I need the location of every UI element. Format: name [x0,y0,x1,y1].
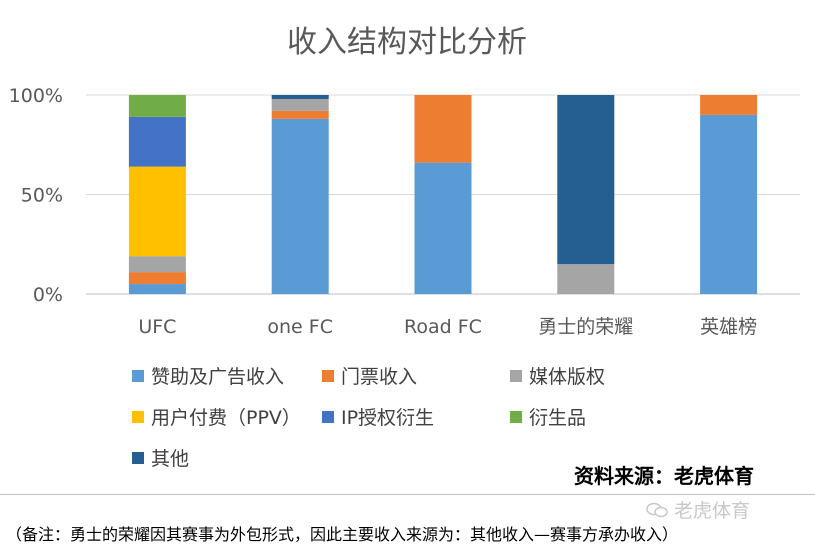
x-tick-label: one FC [267,316,333,338]
stacked-bar-chart: 收入结构对比分析 0% 50% 100% UFC one FC Road FC 勇士的荣耀… [9,25,800,338]
x-tick-label: 勇士的荣耀 [538,316,633,338]
bar-segment [128,284,186,294]
legend-item: 门票收入 [322,362,417,389]
bar-segment [557,95,615,265]
bar-segment [128,95,186,117]
bar-segment [128,166,186,257]
legend-swatch [322,410,334,423]
divider [0,494,815,495]
bar-segment [700,95,758,115]
legend-swatch [132,451,144,464]
bars [128,95,758,295]
bar-segment [700,114,758,295]
y-tick-label: 0% [33,284,63,306]
bar-segment [414,162,472,294]
legend-swatch [510,410,522,423]
bar-segment [414,95,472,163]
chart-title: 收入结构对比分析 [287,25,527,60]
y-tick-label: 100% [9,85,63,107]
legend-label: 衍生品 [529,407,587,429]
legend-swatch [132,410,144,423]
legend-label: IP授权衍生 [341,407,435,429]
bar-segment [271,98,329,111]
legend-item: 赞助及广告收入 [132,362,284,389]
legend-label: 赞助及广告收入 [151,366,285,388]
x-axis-labels: UFC one FC Road FC 勇士的荣耀 英雄榜 [138,316,757,338]
legend-swatch [132,369,144,382]
x-tick-label: 英雄榜 [700,316,757,338]
legend-item: 衍生品 [510,403,586,430]
legend-label: 媒体版权 [529,366,606,388]
bar-segment [557,264,615,294]
y-tick-label: 50% [21,185,63,207]
footnote: （备注：勇士的荣耀因其赛事为外包形式，因此主要收入来源为：其他收入—赛事方承办收… [6,525,679,544]
bar-segment [128,256,186,273]
y-axis-ticks: 0% 50% 100% [9,85,63,306]
legend-item: IP授权衍生 [322,403,434,430]
legend-swatch [322,369,334,382]
watermark: 老虎体育 [646,496,750,523]
legend-item: 媒体版权 [510,362,605,389]
source-note: 资料来源：老虎体育 [574,464,754,488]
legend-item: 其他 [132,444,189,471]
legend-item: 用户付费（PPV） [132,403,301,430]
legend-label: 用户付费（PPV） [151,407,301,429]
bar-segment [271,118,329,294]
legend-label: 门票收入 [341,366,418,388]
x-tick-label: Road FC [404,316,482,338]
watermark-text: 老虎体育 [674,500,751,522]
legend-label: 其他 [151,448,190,470]
bar-segment [128,116,186,167]
bar-segment [271,95,329,99]
x-tick-label: UFC [138,316,176,338]
wechat-icon [646,502,668,517]
bar-segment [128,272,186,285]
legend-swatch [510,369,522,382]
bar-segment [271,110,329,119]
